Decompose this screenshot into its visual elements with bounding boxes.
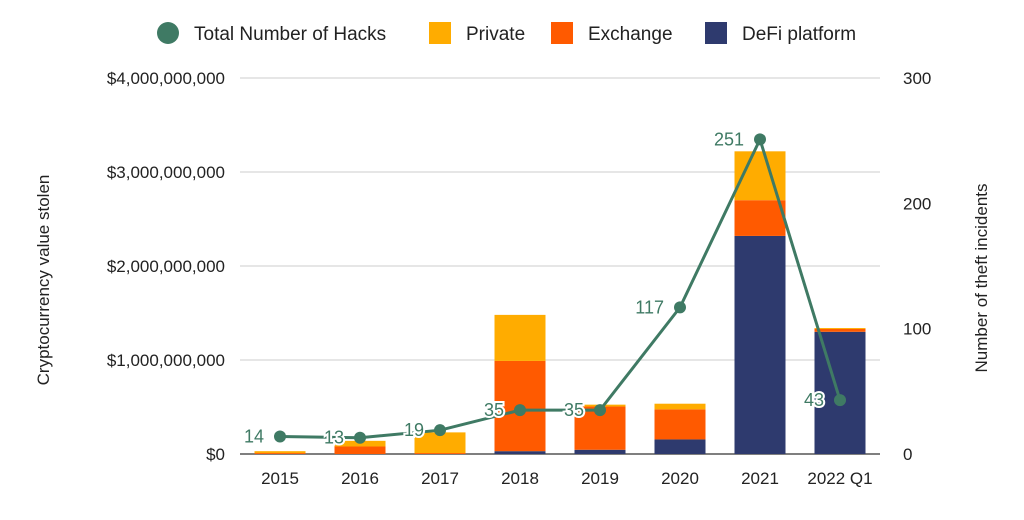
bar-segment (814, 328, 866, 332)
incident-point (594, 404, 606, 417)
legend-label: Private (466, 24, 525, 45)
legend-label: Exchange (588, 24, 673, 45)
x-tick-label: 2017 (421, 469, 459, 488)
incident-data-label: 35 (484, 400, 504, 420)
incident-line-path (279, 137, 842, 440)
incident-point (274, 430, 286, 443)
bar-segment (814, 331, 866, 454)
y-left-tick-label: $0 (206, 445, 225, 464)
legend-label: DeFi platform (742, 24, 856, 45)
legend-swatch (551, 22, 573, 44)
bar-segment (254, 453, 306, 454)
x-tick-label: 2020 (661, 469, 699, 488)
incident-point (754, 133, 766, 146)
x-tick-label: 2019 (581, 469, 619, 488)
legend-swatch (429, 22, 451, 44)
incident-point (354, 431, 366, 444)
incident-data-label: 14 (244, 426, 264, 446)
bar-segment (414, 453, 466, 454)
incident-line: 14 13 19 35 35 117 251 43 (242, 127, 846, 450)
bars (254, 151, 866, 454)
x-tick-label: 2015 (261, 469, 299, 488)
bar-segment (654, 439, 706, 454)
bar-segment (654, 403, 706, 410)
x-tick-label: 2018 (501, 469, 539, 488)
x-tick-label: 2016 (341, 469, 379, 488)
bar-segment (414, 432, 466, 454)
axes: $0 $1,000,000,000 $2,000,000,000 $3,000,000… (107, 69, 932, 488)
y-right-tick-label: 200 (903, 194, 931, 213)
incident-point (674, 301, 686, 314)
legend-swatch (705, 22, 727, 44)
bar-segment (494, 451, 546, 454)
bar-segment (734, 200, 786, 236)
bar-segment (334, 446, 386, 454)
y-left-tick-label: $2,000,000,000 (107, 257, 225, 276)
y-right-tick-label: 0 (903, 445, 912, 464)
incident-data-label: 19 (404, 420, 424, 440)
y-left-tick-label: $3,000,000,000 (107, 163, 225, 182)
y-axis-right-title: Number of theft incidents (972, 184, 991, 373)
y-right-tick-label: 300 (903, 69, 931, 88)
legend-swatch (157, 22, 179, 44)
incident-data-label: 43 (804, 390, 824, 410)
incident-data-label: 35 (564, 400, 584, 420)
incident-point (434, 424, 446, 437)
incident-point (514, 404, 526, 417)
y-left-tick-label: $4,000,000,000 (107, 69, 225, 88)
x-tick-label: 2021 (741, 469, 779, 488)
legend-label: Total Number of Hacks (194, 24, 386, 45)
y-left-tick-label: $1,000,000,000 (107, 351, 225, 370)
legend: Total Number of Hacks Private Exchange DeFi… (157, 22, 856, 45)
incident-data-label: 117 (635, 297, 664, 317)
bar-segment (654, 409, 706, 440)
bar-segment (814, 328, 866, 329)
incident-point (834, 394, 846, 407)
incident-data-label: 251 (714, 129, 744, 149)
bar-segment (254, 451, 306, 454)
x-tick-label: 2022 Q1 (807, 469, 872, 488)
bar-segment (494, 314, 546, 361)
incident-data-label: 13 (324, 428, 344, 448)
y-right-tick-label: 100 (903, 320, 931, 339)
bar-segment (734, 235, 786, 454)
y-axis-left-title: Cryptocurrency value stolen (34, 175, 53, 386)
bar-segment (574, 449, 626, 454)
